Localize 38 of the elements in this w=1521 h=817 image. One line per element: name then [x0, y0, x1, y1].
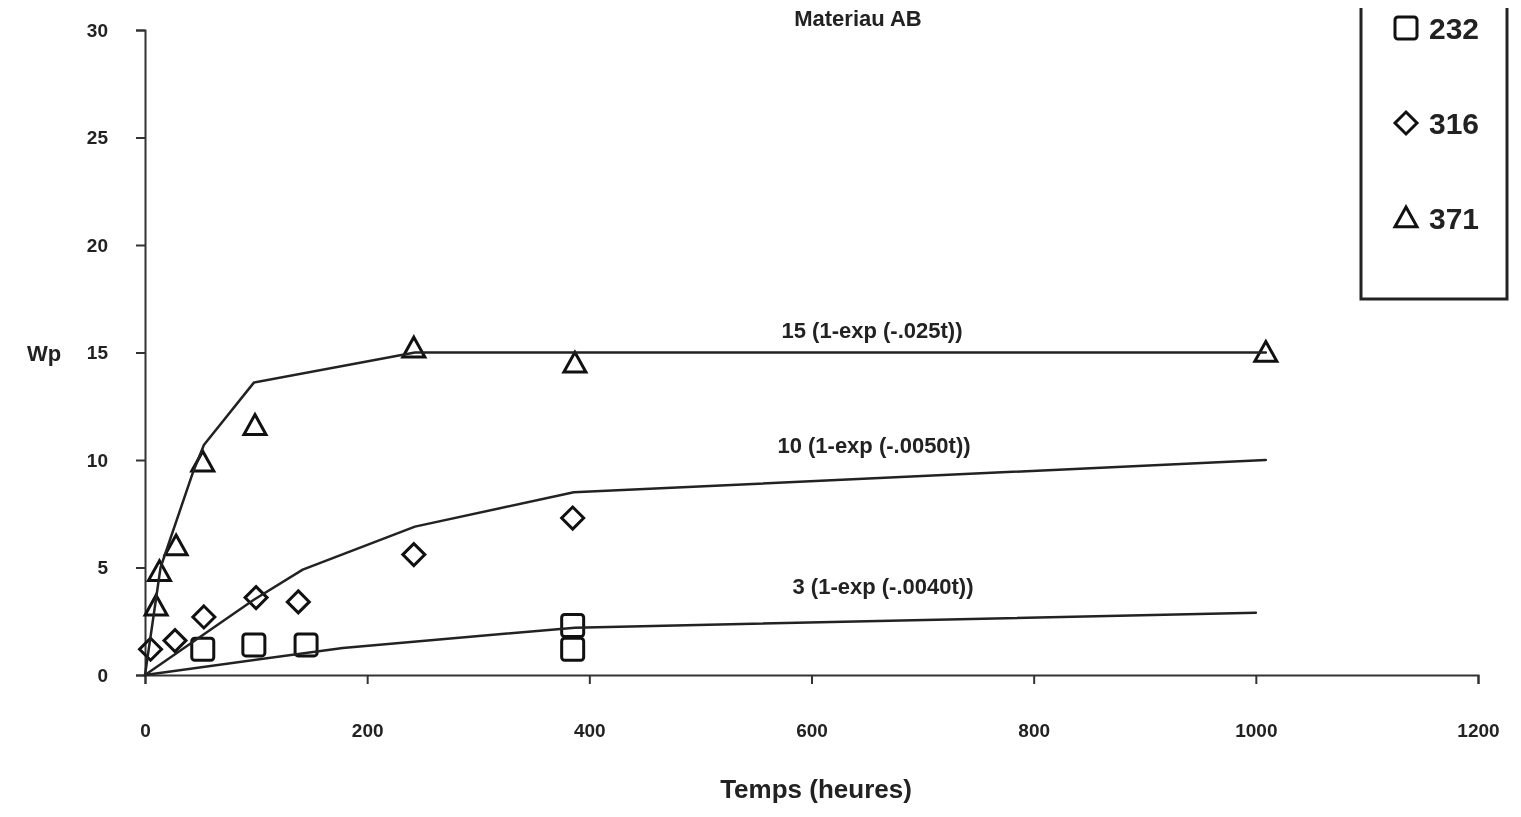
point — [562, 350, 588, 374]
y-tick-label: 5 — [97, 557, 109, 579]
legend-label: 232 — [1429, 12, 1480, 45]
annotation: 3 (1-exp (-.0040t)) — [792, 574, 974, 599]
y-axis-title: Wp — [26, 340, 62, 366]
point — [146, 559, 172, 583]
legend-label: 371 — [1429, 202, 1480, 235]
y-tick-label: 10 — [86, 449, 108, 471]
chart-title: Materiau AB — [794, 6, 922, 31]
point — [401, 542, 427, 568]
point — [241, 632, 267, 658]
annotation: 15 (1-exp (-.025t)) — [781, 318, 963, 343]
point — [191, 604, 217, 630]
legend-label: 316 — [1429, 107, 1480, 140]
point — [242, 413, 268, 436]
x-tick-label: 400 — [573, 720, 606, 742]
point — [190, 636, 216, 662]
annotation: 10 (1-exp (-.0050t)) — [777, 433, 971, 458]
point — [560, 613, 586, 639]
y-tick-label: 0 — [97, 664, 108, 686]
x-axis-title: Temps (heures) — [720, 774, 912, 804]
y-tick-label: 25 — [86, 127, 109, 149]
point — [293, 632, 319, 658]
x-tick-label: 200 — [351, 720, 384, 742]
point — [1253, 340, 1279, 363]
y-tick-label: 20 — [86, 234, 108, 256]
x-tick-label: 1000 — [1235, 720, 1278, 742]
x-tick-label: 0 — [140, 720, 151, 742]
x-tick-label: 600 — [796, 720, 828, 742]
x-tick-label: 1200 — [1457, 720, 1500, 742]
point — [560, 505, 586, 531]
y-tick-label: 30 — [86, 19, 108, 41]
x-tick-label: 800 — [1018, 720, 1051, 742]
point — [285, 589, 311, 615]
point — [560, 636, 586, 662]
y-tick-label: 15 — [86, 342, 109, 364]
point — [143, 593, 169, 617]
point — [162, 628, 188, 654]
